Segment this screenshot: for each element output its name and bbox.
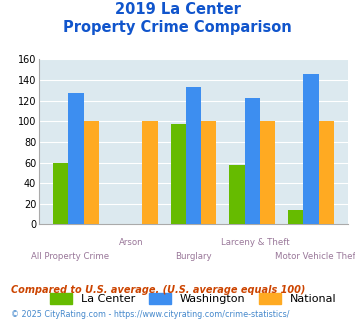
Text: Burglary: Burglary [175, 252, 212, 261]
Text: Motor Vehicle Theft: Motor Vehicle Theft [275, 252, 355, 261]
Text: Property Crime Comparison: Property Crime Comparison [63, 20, 292, 35]
Text: Larceny & Theft: Larceny & Theft [221, 238, 290, 247]
Text: Arson: Arson [119, 238, 144, 247]
Text: Compared to U.S. average. (U.S. average equals 100): Compared to U.S. average. (U.S. average … [11, 285, 305, 295]
Bar [288, 210, 303, 224]
Bar [84, 121, 99, 224]
Bar [142, 121, 158, 224]
Text: © 2025 CityRating.com - https://www.cityrating.com/crime-statistics/: © 2025 CityRating.com - https://www.city… [11, 310, 289, 318]
Bar [170, 124, 186, 224]
Bar [318, 121, 334, 224]
Legend: La Center, Washington, National: La Center, Washington, National [50, 293, 337, 304]
Text: 2019 La Center: 2019 La Center [115, 2, 240, 16]
Bar [201, 121, 217, 224]
Text: All Property Crime: All Property Crime [31, 252, 109, 261]
Bar [229, 165, 245, 224]
Bar [186, 87, 201, 224]
Bar [245, 98, 260, 224]
Bar [53, 162, 69, 224]
Bar [69, 93, 84, 224]
Bar [260, 121, 275, 224]
Bar [303, 74, 318, 224]
